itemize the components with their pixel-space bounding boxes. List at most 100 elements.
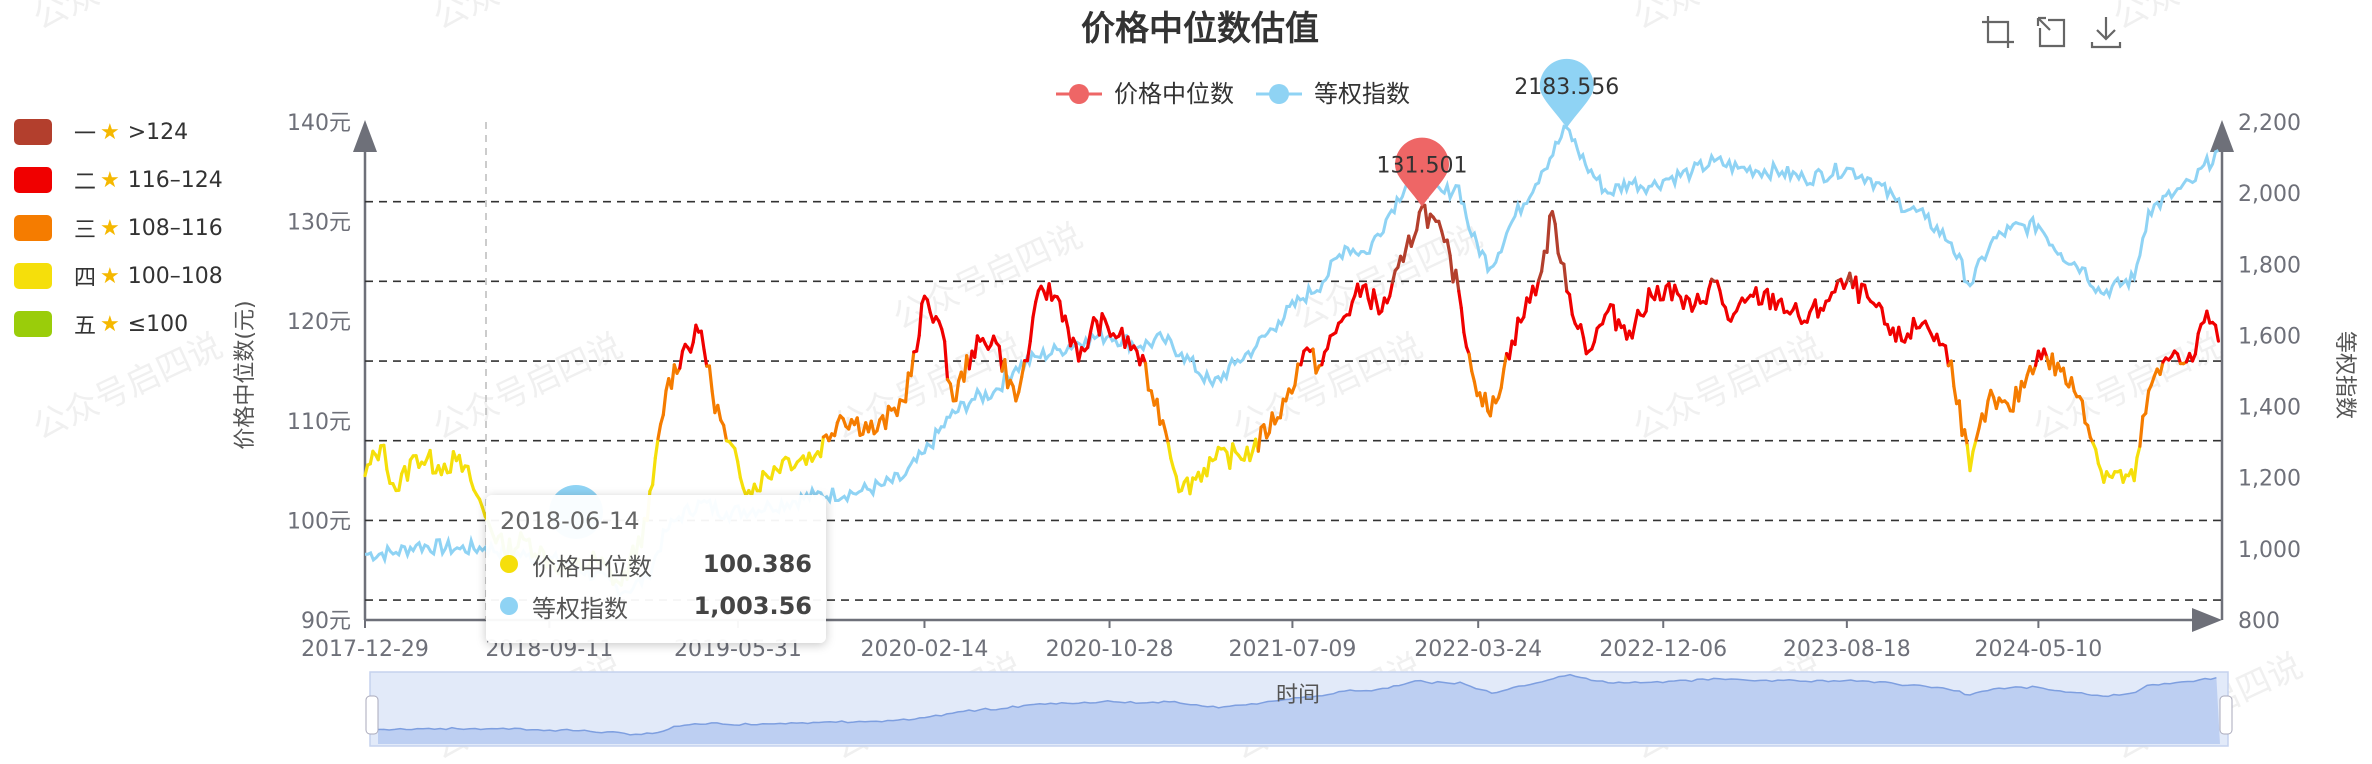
zoom-handle-right[interactable] [2219,695,2233,735]
price-segment [1437,219,1444,233]
watermark-text-5: 公众号启四说 [427,326,629,448]
price-segment [699,329,706,351]
watermark-text-8: 公众号启四说 [1627,326,1829,448]
price-segment [1522,296,1529,319]
price-segment [428,448,435,475]
price-segment [1553,222,1560,255]
price-segment [2022,373,2029,389]
tooltip-dot-price [500,555,518,573]
y-tick-label: 140元 [287,111,351,136]
price-segment [1723,305,1730,321]
price-segment [1020,359,1027,379]
price-segment [1943,344,1951,368]
price-segment [678,349,685,370]
price-segment [1704,287,1711,305]
price-segment [1581,336,1588,356]
price-segment [1681,294,1688,310]
y-tick-label: 100元 [287,509,351,534]
series-legend[interactable]: 价格中位数 等权指数 [1056,80,1410,108]
price-segment [1320,350,1327,367]
price-segment [1718,289,1725,306]
star-icon: ★ [100,311,120,337]
y-tick-label: 110元 [287,410,351,435]
price-segment [1805,310,1812,324]
price-segment [466,464,473,483]
y-tick-label: 120元 [287,310,351,335]
price-segment [1794,302,1801,318]
visual-map-range: 108–116 [127,215,223,241]
price-segment [1592,326,1599,344]
price-segment [1364,283,1370,301]
y2-axis-arrow [2210,120,2234,152]
price-segment [1278,397,1285,420]
price-segment [1047,282,1054,302]
tooltip-name-index: 等权指数 [532,594,628,623]
price-segment [397,472,404,492]
price-segment [1126,335,1133,352]
price-segment [903,371,910,404]
price-segment [909,350,916,378]
price-segment [1550,210,1557,226]
price-segment [1957,399,1964,437]
price-segment [1058,299,1065,323]
restore-icon[interactable] [2034,14,2070,50]
tooltip-value-price: 100.386 [702,550,812,578]
price-segment [1076,346,1084,363]
zoom-handle-left[interactable] [365,695,379,735]
visual-map-swatch [14,167,52,193]
x-tick-label: 2020-02-14 [861,637,989,662]
price-segment [869,419,876,436]
visual-map-swatch [14,119,52,145]
price-segment [1155,397,1162,426]
y2-tick-label: 2,000 [2238,182,2301,207]
price-segment [1579,323,1586,340]
price-segment [1567,292,1574,317]
price-segment [738,476,745,490]
visual-map-item[interactable]: 三 ★ 108–116 [14,204,244,252]
legend-index-marker [1269,84,1289,104]
markpoint-max-index-shape [1539,58,1594,128]
price-segment [1390,269,1397,284]
legend-index-label[interactable]: 等权指数 [1314,80,1410,108]
star-icon: ★ [100,119,120,145]
visual-map-item[interactable]: 五 ★ ≤100 [14,300,244,348]
visual-map-item[interactable]: 二 ★ 116–124 [14,156,244,204]
price-segment [1962,428,1969,448]
visual-map-item[interactable]: 四 ★ 100–108 [14,252,244,300]
price-segment [688,340,695,354]
zoom-icon[interactable] [1980,14,2016,50]
tooltip-name-price: 价格中位数 [532,552,652,581]
price-segment [917,302,924,338]
price-segment [661,389,668,417]
legend-price-label[interactable]: 价格中位数 [1114,80,1234,108]
price-segment [1325,334,1332,351]
price-segment [1003,358,1010,390]
price-segment [1897,325,1904,343]
y2-axis-title: 等权指数 [2332,331,2357,419]
y-tick-label: 130元 [287,211,351,236]
price-segment [2205,309,2212,325]
visual-map-item[interactable]: 一 ★ >124 [14,108,244,156]
price-segment [1454,268,1461,293]
price-segment [1971,438,1978,453]
price-segment [710,389,717,415]
price-segment [1880,306,1887,326]
price-segment [1161,419,1168,433]
price-segment [2193,332,2200,356]
price-segment [733,446,740,463]
price-segment [2069,376,2076,393]
data-zoom-slider[interactable]: 时间 [365,671,2233,747]
price-segment [2175,352,2183,366]
price-segment [1545,214,1552,254]
y2-tick-label: 1,600 [2238,324,2301,349]
price-segment [1415,210,1422,232]
price-segment [1034,289,1041,304]
download-icon[interactable] [2088,14,2124,50]
price-segment [1470,369,1477,384]
y2-tick-label: 800 [2238,609,2280,634]
y2-tick-label: 1,800 [2238,253,2301,278]
price-segment [1358,284,1365,298]
visual-map-label: 四 [74,266,97,291]
watermark-text-2: 公众号启四说 [1627,0,1829,38]
